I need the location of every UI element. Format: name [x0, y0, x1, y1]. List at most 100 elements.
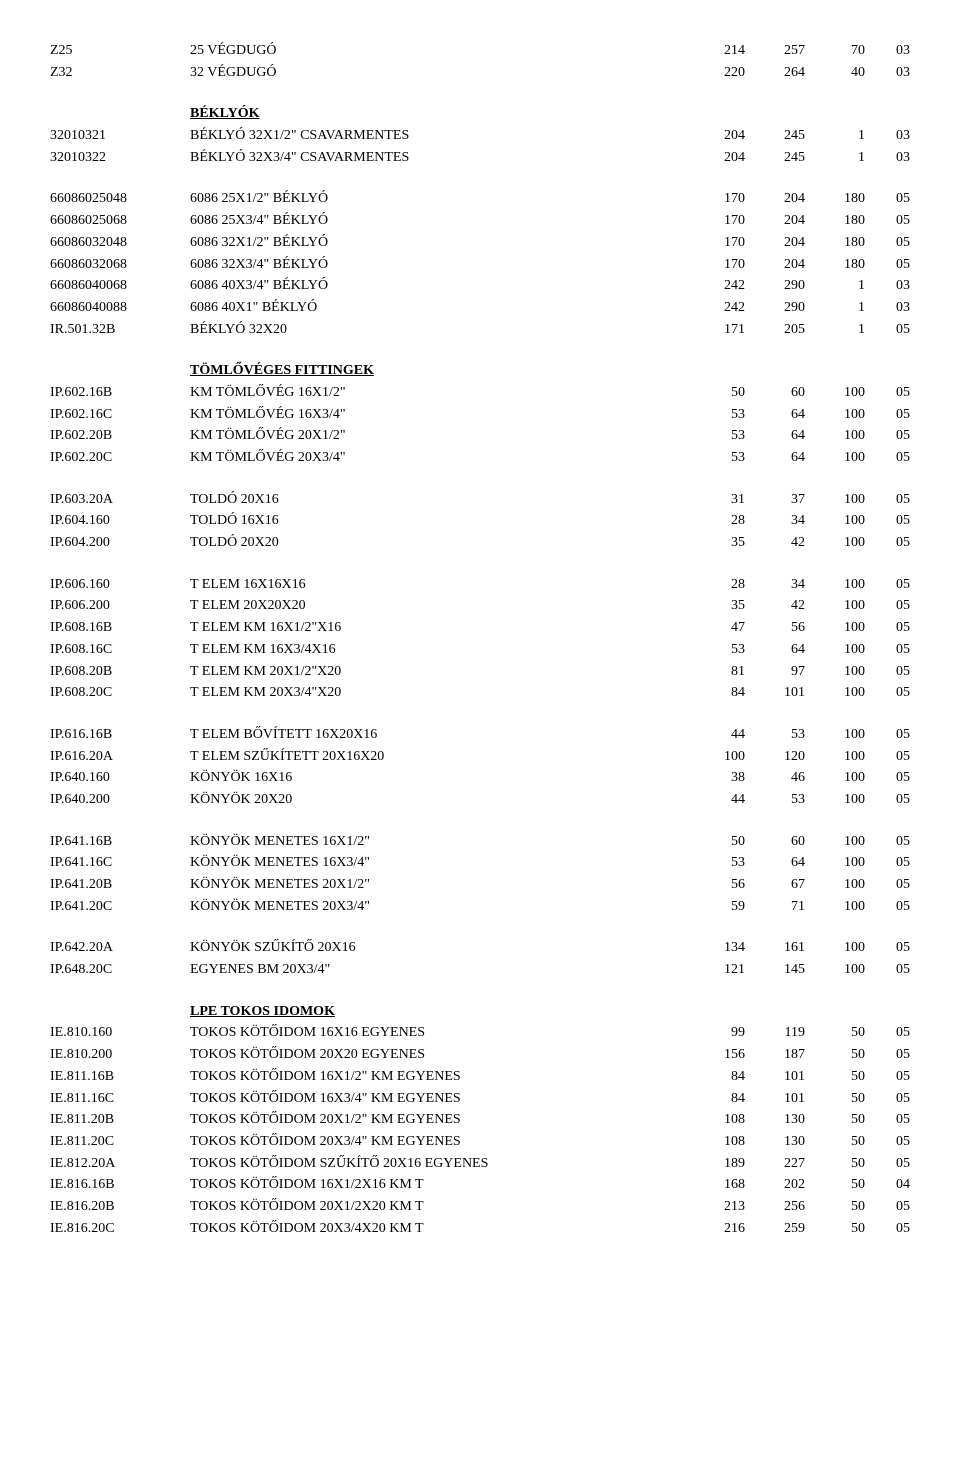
price1-cell: 170	[685, 232, 745, 254]
price1-cell: 38	[685, 767, 745, 789]
qty-cell: 1	[805, 147, 865, 169]
table-row: IP.608.16CT ELEM KM 16X3/4X16536410005	[50, 639, 910, 661]
price1-cell: 242	[685, 275, 745, 297]
unit-cell: 05	[865, 1109, 910, 1131]
qty-cell: 100	[805, 532, 865, 554]
code-cell: IE.812.20A	[50, 1153, 190, 1175]
table-row: IE.816.16BTOKOS KÖTŐIDOM 16X1/2X16 KM T1…	[50, 1174, 910, 1196]
description-cell: 32 VÉGDUGÓ	[190, 62, 685, 84]
section-heading: LPE TOKOS IDOMOK	[190, 1001, 910, 1023]
unit-cell: 05	[865, 447, 910, 469]
qty-cell: 50	[805, 1022, 865, 1044]
code-cell: IP.641.20B	[50, 874, 190, 896]
code-cell: IP.604.200	[50, 532, 190, 554]
price2-cell: 145	[745, 959, 805, 981]
code-cell: IP.603.20A	[50, 489, 190, 511]
qty-cell: 50	[805, 1044, 865, 1066]
unit-cell: 05	[865, 724, 910, 746]
code-cell: IP.606.160	[50, 574, 190, 596]
code-cell: Z32	[50, 62, 190, 84]
table-row: IE.811.20BTOKOS KÖTŐIDOM 20X1/2" KM EGYE…	[50, 1109, 910, 1131]
price1-cell: 81	[685, 661, 745, 683]
price1-cell: 216	[685, 1218, 745, 1240]
qty-cell: 50	[805, 1109, 865, 1131]
price1-cell: 99	[685, 1022, 745, 1044]
qty-cell: 100	[805, 595, 865, 617]
code-cell: IE.811.20C	[50, 1131, 190, 1153]
price1-cell: 84	[685, 1066, 745, 1088]
table-row: IP.603.20ATOLDÓ 20X16313710005	[50, 489, 910, 511]
description-cell: EGYENES BM 20X3/4"	[190, 959, 685, 981]
qty-cell: 100	[805, 789, 865, 811]
code-cell: IE.810.160	[50, 1022, 190, 1044]
price1-cell: 213	[685, 1196, 745, 1218]
price2-cell: 290	[745, 297, 805, 319]
table-row: Z2525 VÉGDUGÓ2142577003	[50, 40, 910, 62]
price1-cell: 28	[685, 574, 745, 596]
unit-cell: 04	[865, 1174, 910, 1196]
price2-cell: 245	[745, 147, 805, 169]
price2-cell: 204	[745, 254, 805, 276]
group-gap	[50, 981, 910, 1001]
code-cell: IP.641.20C	[50, 896, 190, 918]
description-cell: KÖNYÖK MENETES 20X1/2"	[190, 874, 685, 896]
price1-cell: 28	[685, 510, 745, 532]
price1-cell: 47	[685, 617, 745, 639]
unit-cell: 03	[865, 147, 910, 169]
description-cell: KÖNYÖK MENETES 16X3/4"	[190, 852, 685, 874]
code-cell: IP.608.16C	[50, 639, 190, 661]
table-row: Z3232 VÉGDUGÓ2202644003	[50, 62, 910, 84]
price2-cell: 161	[745, 937, 805, 959]
group-gap	[50, 168, 910, 188]
description-cell: KÖNYÖK 16X16	[190, 767, 685, 789]
price-list-table: Z2525 VÉGDUGÓ2142577003Z3232 VÉGDUGÓ2202…	[50, 40, 910, 1239]
price2-cell: 67	[745, 874, 805, 896]
table-row: IP.640.200KÖNYÖK 20X20445310005	[50, 789, 910, 811]
unit-cell: 05	[865, 617, 910, 639]
unit-cell: 05	[865, 210, 910, 232]
description-cell: 6086 32X1/2" BÉKLYÓ	[190, 232, 685, 254]
unit-cell: 05	[865, 188, 910, 210]
qty-cell: 50	[805, 1218, 865, 1240]
price1-cell: 50	[685, 831, 745, 853]
price2-cell: 257	[745, 40, 805, 62]
table-row: IP.616.20AT ELEM SZŰKÍTETT 20X16X2010012…	[50, 746, 910, 768]
unit-cell: 05	[865, 510, 910, 532]
price1-cell: 31	[685, 489, 745, 511]
price2-cell: 42	[745, 595, 805, 617]
qty-cell: 180	[805, 254, 865, 276]
unit-cell: 03	[865, 297, 910, 319]
qty-cell: 50	[805, 1088, 865, 1110]
qty-cell: 100	[805, 767, 865, 789]
table-row: 660860400886086 40X1" BÉKLYÓ242290103	[50, 297, 910, 319]
code-cell: IP.648.20C	[50, 959, 190, 981]
qty-cell: 100	[805, 937, 865, 959]
price2-cell: 120	[745, 746, 805, 768]
price2-cell: 256	[745, 1196, 805, 1218]
unit-cell: 03	[865, 275, 910, 297]
qty-cell: 1	[805, 125, 865, 147]
table-row: 660860320686086 32X3/4" BÉKLYÓ1702041800…	[50, 254, 910, 276]
qty-cell: 100	[805, 746, 865, 768]
price2-cell: 119	[745, 1022, 805, 1044]
description-cell: TOKOS KÖTŐIDOM 16X1/2X16 KM T	[190, 1174, 685, 1196]
description-cell: TOLDÓ 20X20	[190, 532, 685, 554]
table-row: IE.811.16CTOKOS KÖTŐIDOM 16X3/4" KM EGYE…	[50, 1088, 910, 1110]
price2-cell: 101	[745, 1066, 805, 1088]
unit-cell: 05	[865, 682, 910, 704]
code-cell: IP.608.20C	[50, 682, 190, 704]
table-row: IP.648.20CEGYENES BM 20X3/4"12114510005	[50, 959, 910, 981]
qty-cell: 100	[805, 896, 865, 918]
price2-cell: 64	[745, 425, 805, 447]
price1-cell: 53	[685, 425, 745, 447]
code-cell: 32010321	[50, 125, 190, 147]
unit-cell: 05	[865, 1088, 910, 1110]
description-cell: T ELEM SZŰKÍTETT 20X16X20	[190, 746, 685, 768]
unit-cell: 05	[865, 1153, 910, 1175]
description-cell: TOKOS KÖTŐIDOM 16X16 EGYENES	[190, 1022, 685, 1044]
price2-cell: 64	[745, 639, 805, 661]
price2-cell: 264	[745, 62, 805, 84]
price1-cell: 44	[685, 724, 745, 746]
group-gap	[50, 340, 910, 360]
group-gap	[50, 917, 910, 937]
